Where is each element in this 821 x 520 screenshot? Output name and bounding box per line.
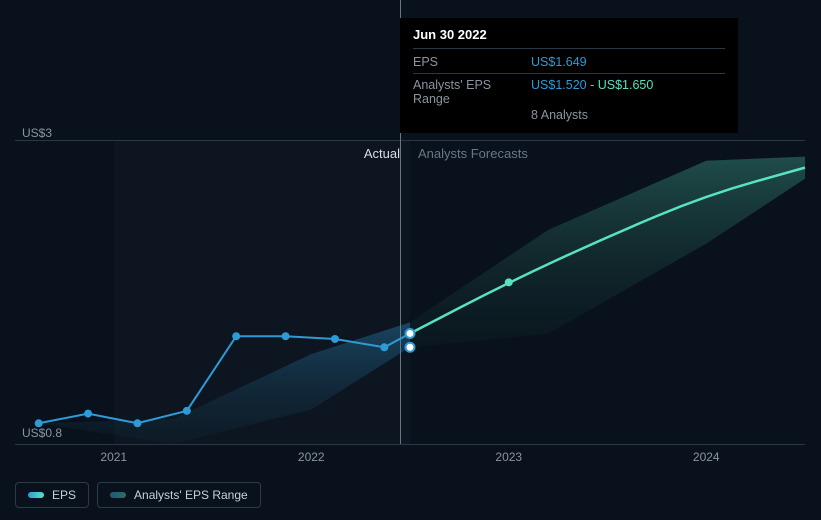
x-tick: 2021 <box>100 450 127 464</box>
tooltip-val-eps: US$1.649 <box>531 55 587 69</box>
x-tick: 2024 <box>693 450 720 464</box>
legend-label-range: Analysts' EPS Range <box>134 488 248 502</box>
gridline-bottom <box>15 444 805 445</box>
chart-svg[interactable] <box>15 140 805 444</box>
tooltip-row-eps: EPS US$1.649 <box>413 53 725 74</box>
legend-swatch-eps <box>28 492 44 498</box>
tooltip-date: Jun 30 2022 <box>413 27 725 49</box>
tooltip-key-eps: EPS <box>413 55 531 69</box>
chart-container: US$3 US$0.8 Actual Analysts Forecasts 20… <box>0 0 821 520</box>
tooltip-row-range: Analysts' EPS Range US$1.520 - US$1.650 <box>413 76 725 108</box>
legend-swatch-range <box>110 492 126 498</box>
x-tick: 2022 <box>298 450 325 464</box>
tooltip: Jun 30 2022 EPS US$1.649 Analysts' EPS R… <box>400 18 738 133</box>
y-label-top: US$3 <box>22 126 52 140</box>
eps-forecast-points <box>505 278 513 286</box>
tooltip-key-range: Analysts' EPS Range <box>413 78 531 106</box>
range-actual-area <box>39 322 410 444</box>
legend-label-eps: EPS <box>52 488 76 502</box>
legend: EPS Analysts' EPS Range <box>15 482 261 508</box>
legend-item-eps[interactable]: EPS <box>15 482 89 508</box>
legend-item-range[interactable]: Analysts' EPS Range <box>97 482 261 508</box>
tooltip-val-range: US$1.520 - US$1.650 <box>531 78 653 106</box>
x-tick: 2023 <box>495 450 522 464</box>
tooltip-sub: 8 Analysts <box>413 108 725 122</box>
